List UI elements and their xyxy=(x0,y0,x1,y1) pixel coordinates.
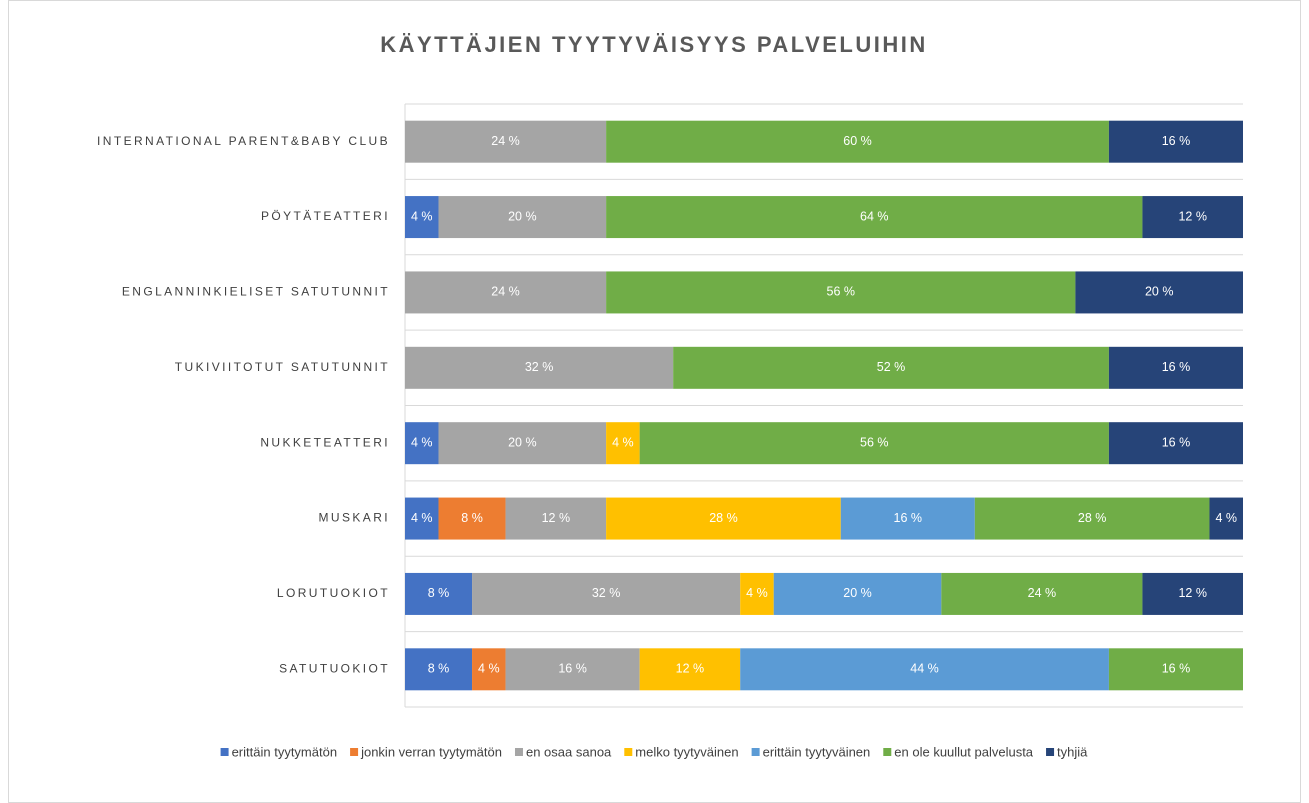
legend-swatch xyxy=(624,748,633,756)
bar-segment xyxy=(1108,422,1243,465)
category-label: ENGLANNINKIELISET SATUTUNNIT xyxy=(122,285,390,299)
value-label: 32 % xyxy=(525,360,554,374)
bar-segment xyxy=(1209,497,1243,540)
value-label: 56 % xyxy=(860,435,889,449)
value-label: 24 % xyxy=(491,134,520,148)
value-label: 20 % xyxy=(508,435,537,449)
legend-label: en ole kuullut palvelusta xyxy=(894,744,1034,759)
legend-swatch xyxy=(350,748,359,756)
bar-segment xyxy=(405,648,473,691)
value-label: 24 % xyxy=(491,285,520,299)
value-label: 56 % xyxy=(827,285,856,299)
bar-segment xyxy=(840,497,975,540)
bar-segment xyxy=(405,120,607,163)
legend-swatch xyxy=(883,748,892,756)
value-label: 4 % xyxy=(1215,511,1237,525)
value-label: 20 % xyxy=(508,209,537,223)
value-label: 28 % xyxy=(1078,511,1107,525)
value-label: 16 % xyxy=(1162,134,1191,148)
legend-swatch xyxy=(220,748,229,756)
bar-segment xyxy=(1142,196,1243,239)
value-label: 4 % xyxy=(411,209,433,223)
bar-segment xyxy=(639,422,1109,465)
bar-segment xyxy=(505,497,607,540)
bar-segment xyxy=(405,422,439,465)
bar-segment xyxy=(405,271,607,314)
legend-label: en osaa sanoa xyxy=(526,744,612,759)
category-label: INTERNATIONAL PARENT&BABY CLUB xyxy=(97,134,390,148)
value-label: 16 % xyxy=(558,662,587,676)
value-label: 16 % xyxy=(1162,435,1191,449)
bar-segment xyxy=(606,271,1076,314)
value-label: 8 % xyxy=(428,662,450,676)
bar-segment xyxy=(405,196,439,239)
category-label: NUKKETEATTERI xyxy=(260,435,390,449)
bar-segment xyxy=(773,572,942,615)
value-label: 20 % xyxy=(843,586,872,600)
legend-swatch xyxy=(751,748,760,756)
legend-swatch xyxy=(514,748,523,756)
category-label: SATUTUOKIOT xyxy=(279,661,390,675)
value-label: 12 % xyxy=(1178,586,1207,600)
legend-label: jonkin verran tyytymätön xyxy=(360,744,502,759)
category-label: LORUTUOKIOT xyxy=(277,586,390,600)
bar-segment xyxy=(505,648,640,691)
bar-segment xyxy=(1108,648,1243,691)
bar-segment xyxy=(438,422,607,465)
bar-segment xyxy=(438,497,506,540)
bar-segment xyxy=(1075,271,1243,314)
value-label: 8 % xyxy=(461,511,483,525)
bar-segment xyxy=(405,497,439,540)
value-label: 12 % xyxy=(1178,209,1207,223)
bar-segment xyxy=(606,120,1109,163)
value-label: 16 % xyxy=(1162,360,1191,374)
value-label: 60 % xyxy=(843,134,872,148)
value-label: 20 % xyxy=(1145,285,1174,299)
bar-segment xyxy=(438,196,607,239)
value-label: 4 % xyxy=(746,586,768,600)
legend-label: erittäin tyytyväinen xyxy=(763,744,871,759)
legend-swatch xyxy=(1046,748,1055,756)
bar-segment xyxy=(740,648,1109,691)
value-label: 44 % xyxy=(910,662,939,676)
value-label: 12 % xyxy=(542,511,571,525)
bar-segment xyxy=(639,648,741,691)
bar-segment xyxy=(606,422,640,465)
category-label: MUSKARI xyxy=(319,511,390,525)
value-label: 8 % xyxy=(428,586,450,600)
bar-segment xyxy=(606,497,841,540)
value-label: 28 % xyxy=(709,511,738,525)
legend-label: tyhjiä xyxy=(1057,744,1088,759)
value-label: 24 % xyxy=(1028,586,1057,600)
bar-segment xyxy=(974,497,1210,540)
value-label: 4 % xyxy=(478,662,500,676)
value-label: 4 % xyxy=(411,435,433,449)
legend-label: melko tyytyväinen xyxy=(635,744,738,759)
bar-segment xyxy=(740,572,774,615)
value-label: 16 % xyxy=(1162,662,1191,676)
bar-segment xyxy=(941,572,1143,615)
bar-segment xyxy=(673,346,1109,389)
bar-segment xyxy=(472,572,741,615)
legend-label: erittäin tyytymätön xyxy=(232,744,338,759)
bar-segment xyxy=(405,346,674,389)
value-label: 12 % xyxy=(676,662,705,676)
value-label: 32 % xyxy=(592,586,621,600)
bar-segment xyxy=(606,196,1143,239)
value-label: 4 % xyxy=(612,435,634,449)
value-label: 16 % xyxy=(894,511,923,525)
value-label: 52 % xyxy=(877,360,906,374)
value-label: 4 % xyxy=(411,511,433,525)
bar-segment xyxy=(405,572,473,615)
bar-segment xyxy=(472,648,506,691)
value-label: 64 % xyxy=(860,209,889,223)
bar-segment xyxy=(1108,346,1243,389)
category-label: TUKIVIITOTUT SATUTUNNIT xyxy=(175,360,390,374)
bar-segment xyxy=(1108,120,1243,163)
chart-title: KÄYTTÄJIEN TYYTYVÄISYYS PALVELUIHIN xyxy=(380,32,928,57)
bar-segment xyxy=(1142,572,1243,615)
category-label: PÖYTÄTEATTERI xyxy=(261,209,390,223)
